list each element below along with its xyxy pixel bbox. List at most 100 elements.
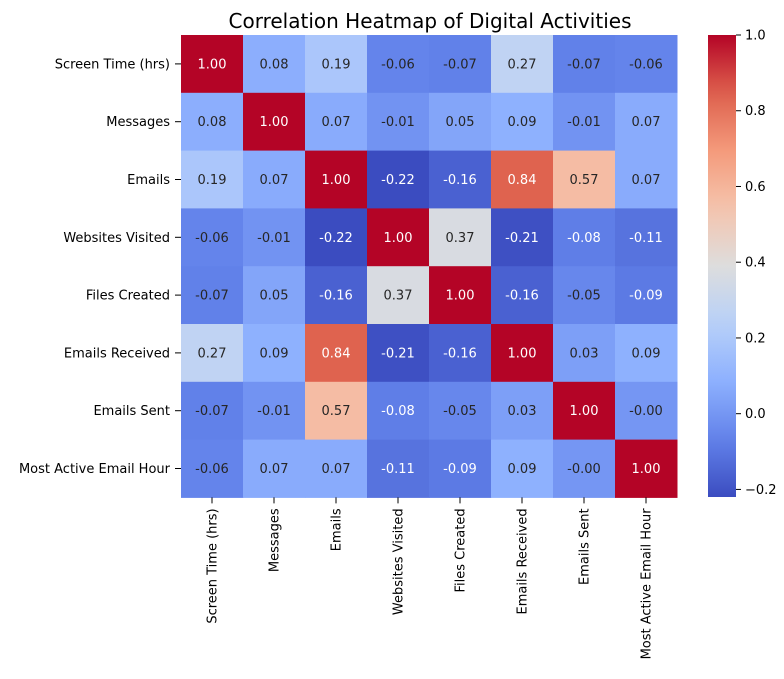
heatmap-cell	[429, 35, 492, 94]
cell-value-label: 1.00	[260, 115, 289, 130]
x-tick-label: Messages	[268, 508, 283, 572]
cell-value-label: -0.07	[443, 57, 477, 72]
heatmap-cell	[367, 439, 430, 498]
y-tick-label: Screen Time (hrs)	[55, 57, 170, 72]
heatmap-cell	[305, 266, 368, 325]
heatmap-cell	[553, 381, 616, 441]
heatmap-cell	[491, 266, 554, 325]
x-tick-label: Websites Visited	[392, 508, 407, 615]
x-tick-label: Most Active Email Hour	[640, 508, 655, 660]
cell-value-label: 0.27	[508, 57, 537, 72]
x-tick-label: Emails Sent	[578, 508, 593, 585]
heatmap-cell	[615, 324, 678, 383]
cell-value-label: 0.03	[570, 346, 599, 361]
cell-value-label: -0.07	[195, 289, 229, 304]
heatmap-cell	[491, 150, 554, 209]
colorbar-tick-label: 1.0	[745, 29, 766, 44]
y-tick-label: Websites Visited	[63, 231, 170, 246]
cell-value-label: 0.05	[446, 115, 475, 130]
heatmap-cell	[553, 208, 616, 267]
cell-value-label: 0.09	[508, 462, 537, 477]
heatmap-cell	[367, 150, 430, 209]
cell-value-label: 1.00	[384, 231, 413, 246]
cell-value-label: -0.16	[319, 289, 353, 304]
y-tick-labels: Screen Time (hrs) Messages Emails Websites …	[19, 57, 181, 477]
cell-value-label: 0.09	[632, 346, 661, 361]
heatmap-cell	[305, 208, 368, 267]
cell-value-label: 0.84	[322, 346, 351, 361]
cell-value-label: 1.00	[446, 289, 475, 304]
heatmap-cell	[615, 439, 678, 498]
cell-value-label: -0.22	[381, 173, 415, 188]
heatmap-cell	[491, 35, 554, 94]
cell-value-label: -0.05	[567, 289, 601, 304]
heatmap-cell	[553, 439, 616, 498]
cell-value-label: -0.00	[629, 404, 663, 419]
heatmap-cell	[429, 324, 492, 383]
heatmap-cell	[367, 208, 430, 267]
heatmap-cell	[367, 92, 430, 152]
heatmap-cell	[181, 92, 244, 152]
heatmap-cell	[181, 266, 244, 325]
x-tick-label: Files Created	[454, 508, 469, 592]
heatmap-cell	[243, 381, 306, 441]
cell-value-label: 0.05	[260, 289, 289, 304]
heatmap-cell	[429, 150, 492, 209]
cell-value-label: -0.06	[629, 57, 663, 72]
colorbar-tick-label: 0.2	[745, 331, 766, 346]
heatmap-cell	[491, 439, 554, 498]
heatmap-cell	[429, 439, 492, 498]
cell-value-label: -0.07	[195, 404, 229, 419]
heatmap-cell	[615, 381, 678, 441]
heatmap-cell	[491, 92, 554, 152]
cell-value-label: 0.08	[260, 57, 289, 72]
cell-value-label: 0.84	[508, 173, 537, 188]
cell-value-label: -0.01	[381, 115, 415, 130]
heatmap-cell	[615, 92, 678, 152]
y-tick-label: Emails Sent	[93, 404, 170, 419]
chart-title: Correlation Heatmap of Digital Activitie…	[229, 9, 632, 33]
heatmap-cell	[243, 150, 306, 209]
cell-value-label: -0.08	[567, 231, 601, 246]
cell-value-label: -0.11	[381, 462, 415, 477]
cell-value-label: -0.16	[505, 289, 539, 304]
cell-value-label: -0.01	[257, 231, 291, 246]
heatmap-cell	[305, 35, 368, 94]
heatmap-cell	[429, 381, 492, 441]
cell-value-label: 0.37	[446, 231, 475, 246]
cell-value-label: -0.05	[443, 404, 477, 419]
heatmap-cell	[305, 324, 368, 383]
heatmap-cell	[305, 92, 368, 152]
heatmap-cell	[181, 35, 244, 94]
y-tick-label: Emails	[127, 173, 170, 188]
cell-value-label: -0.06	[195, 462, 229, 477]
heatmap-cell	[181, 324, 244, 383]
heatmap-cell	[305, 150, 368, 209]
cell-value-label: 0.19	[322, 57, 351, 72]
cell-value-label: -0.01	[567, 115, 601, 130]
heatmap-cell	[367, 381, 430, 441]
heatmap-cell	[553, 150, 616, 209]
heatmap-cell	[243, 208, 306, 267]
heatmap-cell	[243, 92, 306, 152]
cell-value-label: -0.00	[567, 462, 601, 477]
heatmap-cell	[243, 439, 306, 498]
x-tick-label: Emails	[330, 508, 345, 551]
cell-value-label: 1.00	[570, 404, 599, 419]
heatmap-cell	[243, 324, 306, 383]
heatmap-cell	[181, 208, 244, 267]
heatmap-cell	[367, 35, 430, 94]
cell-value-label: 0.09	[260, 346, 289, 361]
cell-value-label: 0.57	[570, 173, 599, 188]
heatmap-cell	[367, 324, 430, 383]
cell-value-label: 0.07	[632, 173, 661, 188]
cell-value-label: -0.08	[381, 404, 415, 419]
cell-value-label: 1.00	[632, 462, 661, 477]
heatmap-cell	[615, 208, 678, 267]
heatmap-cell	[553, 35, 616, 94]
heatmap-cell	[181, 381, 244, 441]
cell-value-label: -0.16	[443, 173, 477, 188]
heatmap-cells: 1.00 0.08 0.19 -0.06 -0.07 0.27 -0.07 -0.06 0.08…	[181, 35, 678, 498]
heatmap-cell	[429, 208, 492, 267]
